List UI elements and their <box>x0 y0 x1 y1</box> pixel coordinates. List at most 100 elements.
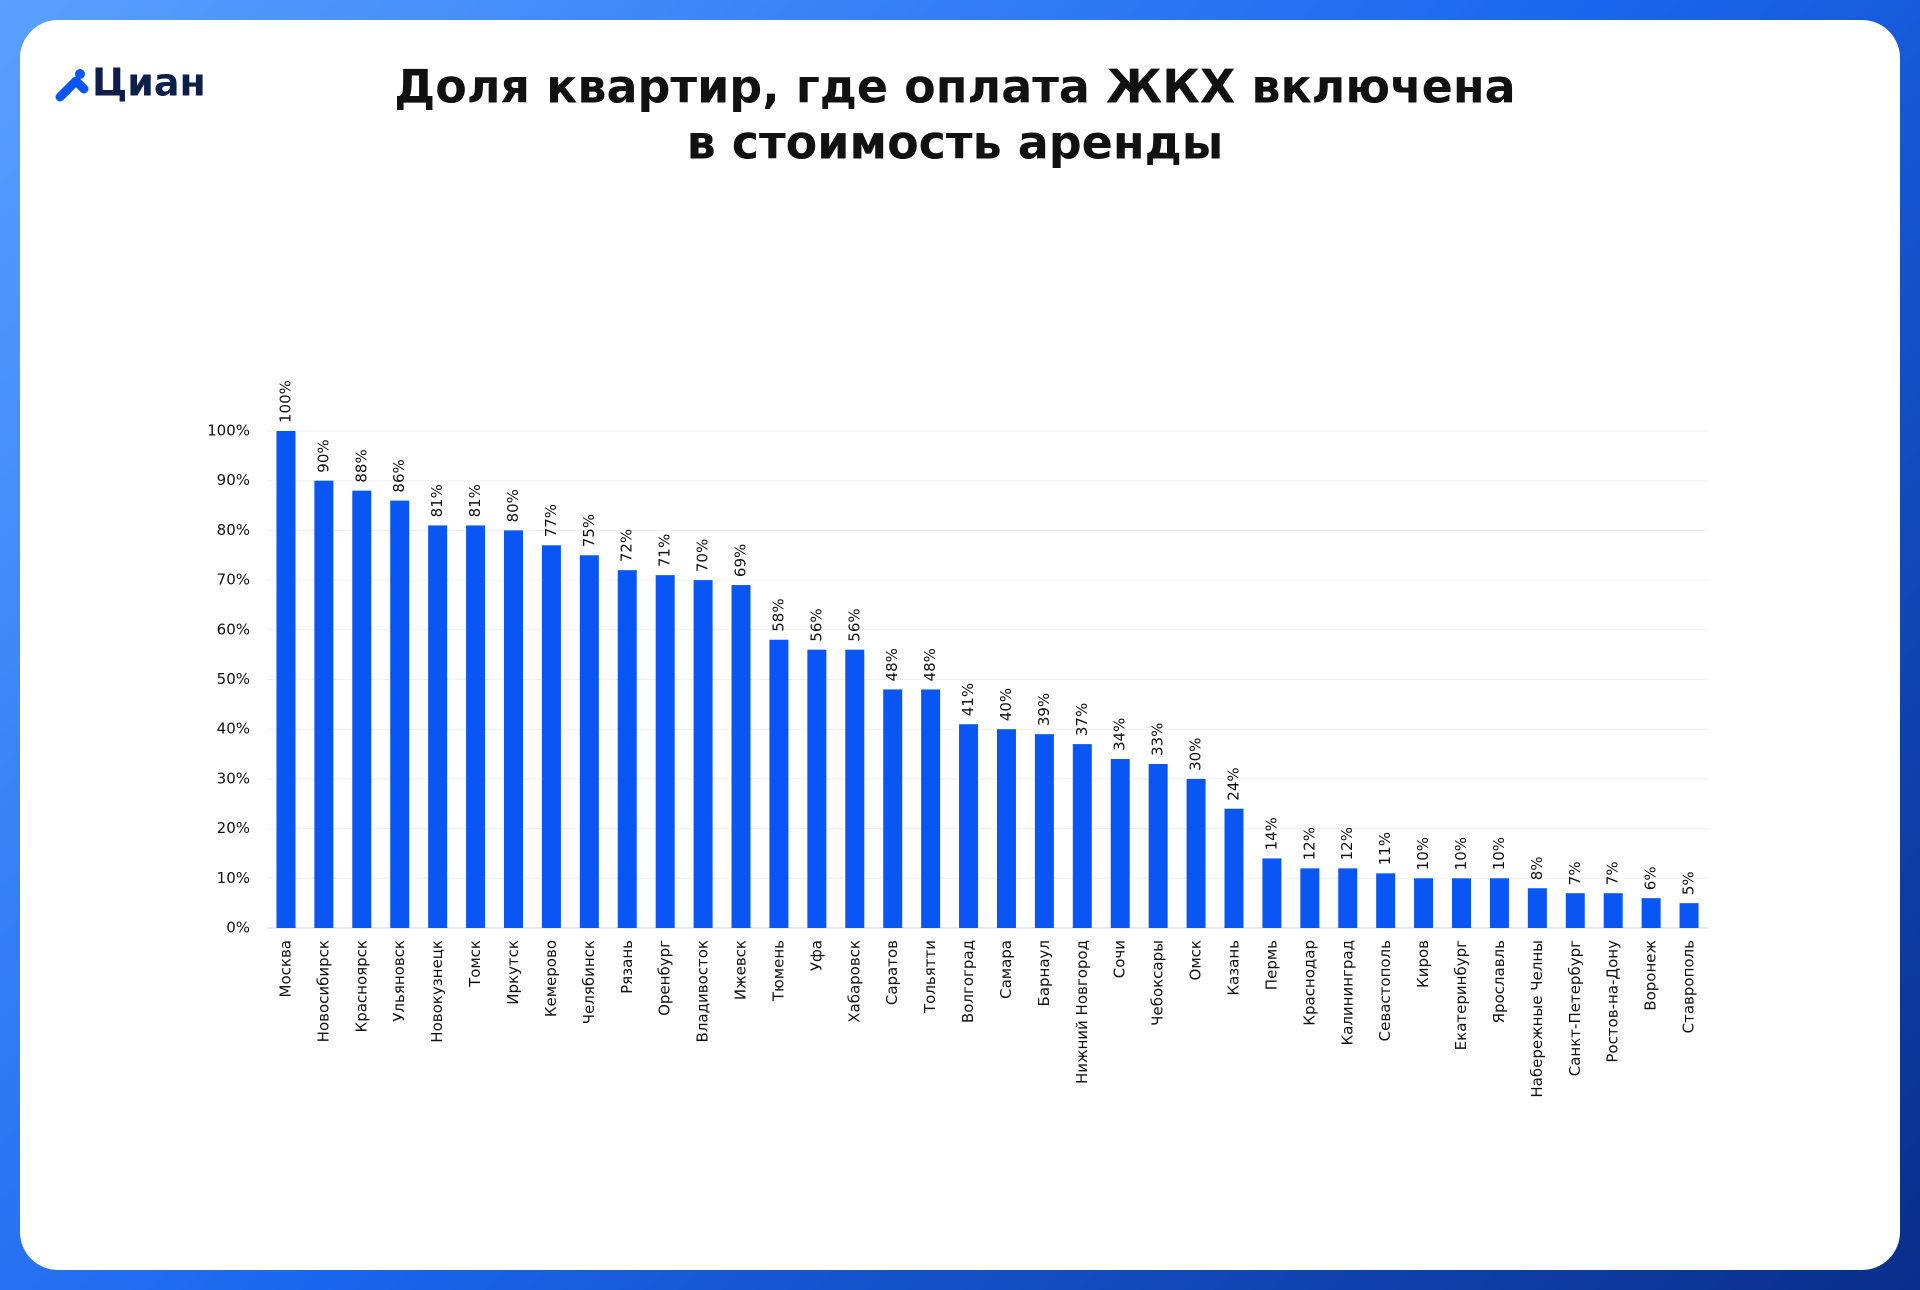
value-label: 7% <box>1604 861 1622 885</box>
x-tick-label: Ярославль <box>1490 940 1508 1023</box>
bar <box>845 649 865 928</box>
value-label: 24% <box>1224 767 1242 800</box>
value-label: 75% <box>580 514 598 547</box>
x-tick-label: Пермь <box>1262 940 1280 990</box>
x-tick-label: Казань <box>1224 940 1242 996</box>
x-tick-label: Краснодар <box>1300 940 1318 1026</box>
bar <box>996 729 1016 928</box>
value-label: 90% <box>314 439 332 472</box>
value-label: 14% <box>1262 817 1280 850</box>
value-label: 71% <box>656 534 674 567</box>
value-label: 10% <box>1414 837 1432 870</box>
value-label: 72% <box>618 529 636 562</box>
x-tick-label: Ульяновск <box>390 940 408 1022</box>
bar <box>1224 808 1244 928</box>
x-tick-label: Саратов <box>883 940 901 1005</box>
x-tick-label: Новокузнецк <box>428 940 446 1043</box>
bar <box>541 545 561 928</box>
card <box>20 20 1900 1270</box>
bar <box>1338 868 1358 928</box>
value-label: 12% <box>1300 827 1318 860</box>
y-tick-label: 80% <box>217 521 250 539</box>
x-tick-label: Владивосток <box>694 940 712 1042</box>
bar <box>1186 778 1206 928</box>
bar <box>921 689 941 928</box>
value-label: 34% <box>1111 718 1129 751</box>
bar <box>1489 878 1509 928</box>
y-tick-label: 70% <box>217 571 250 589</box>
x-tick-label: Москва <box>276 940 294 997</box>
x-tick-label: Уфа <box>807 940 825 971</box>
y-tick-label: 0% <box>226 919 250 937</box>
x-tick-label: Сочи <box>1111 940 1129 978</box>
x-tick-label: Самара <box>997 940 1015 999</box>
logo-icon <box>55 69 89 102</box>
x-tick-label: Чебоксары <box>1149 940 1167 1026</box>
value-label: 100% <box>276 380 294 423</box>
x-tick-label: Иркутск <box>504 940 522 1005</box>
value-label: 56% <box>845 608 863 641</box>
y-tick-label: 30% <box>217 769 250 787</box>
chart-title: Доля квартир, где оплата ЖКХ включена <box>394 60 1515 114</box>
bar <box>579 555 599 928</box>
x-tick-label: Тюмень <box>769 940 787 1002</box>
value-label: 11% <box>1376 832 1394 865</box>
x-tick-label: Рязань <box>618 940 636 994</box>
bar <box>1527 888 1547 928</box>
x-tick-label: Набережные Челны <box>1528 940 1546 1098</box>
bar <box>276 431 296 928</box>
value-label: 88% <box>352 449 370 482</box>
value-label: 39% <box>1035 693 1053 726</box>
x-tick-label: Воронеж <box>1642 940 1660 1011</box>
bar <box>1565 893 1585 928</box>
value-label: 48% <box>883 648 901 681</box>
x-tick-label: Нижний Новгород <box>1073 940 1091 1084</box>
value-label: 5% <box>1680 871 1698 895</box>
x-tick-label: Калининград <box>1338 940 1356 1046</box>
bar <box>807 649 827 928</box>
x-tick-label: Ростов-на-Дону <box>1604 940 1622 1063</box>
bar <box>1072 744 1092 928</box>
bar <box>1148 763 1168 928</box>
y-tick-label: 10% <box>217 869 250 887</box>
value-label: 70% <box>694 539 712 572</box>
x-tick-label: Хабаровск <box>845 940 863 1023</box>
value-label: 6% <box>1642 866 1660 890</box>
bar <box>655 575 675 928</box>
bar <box>352 490 372 928</box>
logo: Циан <box>92 61 206 105</box>
bar <box>731 585 751 928</box>
x-tick-label: Тольятти <box>921 940 939 1014</box>
y-tick-label: 20% <box>217 819 250 837</box>
bar <box>1452 878 1472 928</box>
value-label: 69% <box>732 544 750 577</box>
value-label: 12% <box>1338 827 1356 860</box>
x-tick-label: Новосибирск <box>314 940 332 1042</box>
value-label: 56% <box>807 608 825 641</box>
x-tick-label: Красноярск <box>352 940 370 1032</box>
bar <box>1376 873 1396 928</box>
x-tick-label: Ижевск <box>732 940 750 1000</box>
bar <box>503 530 523 928</box>
value-label: 80% <box>504 489 522 522</box>
bar <box>617 570 637 928</box>
x-tick-label: Севастополь <box>1376 940 1394 1041</box>
value-label: 81% <box>428 484 446 517</box>
x-tick-label: Екатеринбург <box>1452 940 1470 1050</box>
bar <box>466 525 486 928</box>
bar <box>1110 759 1130 928</box>
value-label: 58% <box>769 598 787 631</box>
bar <box>390 500 410 928</box>
bar <box>1300 868 1320 928</box>
bar <box>1679 903 1699 928</box>
value-label: 77% <box>542 504 560 537</box>
bar <box>428 525 448 928</box>
y-tick-label: 90% <box>217 471 250 489</box>
bar <box>1034 734 1054 928</box>
value-label: 30% <box>1187 738 1205 771</box>
bar <box>959 724 979 928</box>
x-tick-label: Волгоград <box>959 940 977 1023</box>
value-label: 41% <box>959 683 977 716</box>
x-tick-label: Омск <box>1187 940 1205 980</box>
